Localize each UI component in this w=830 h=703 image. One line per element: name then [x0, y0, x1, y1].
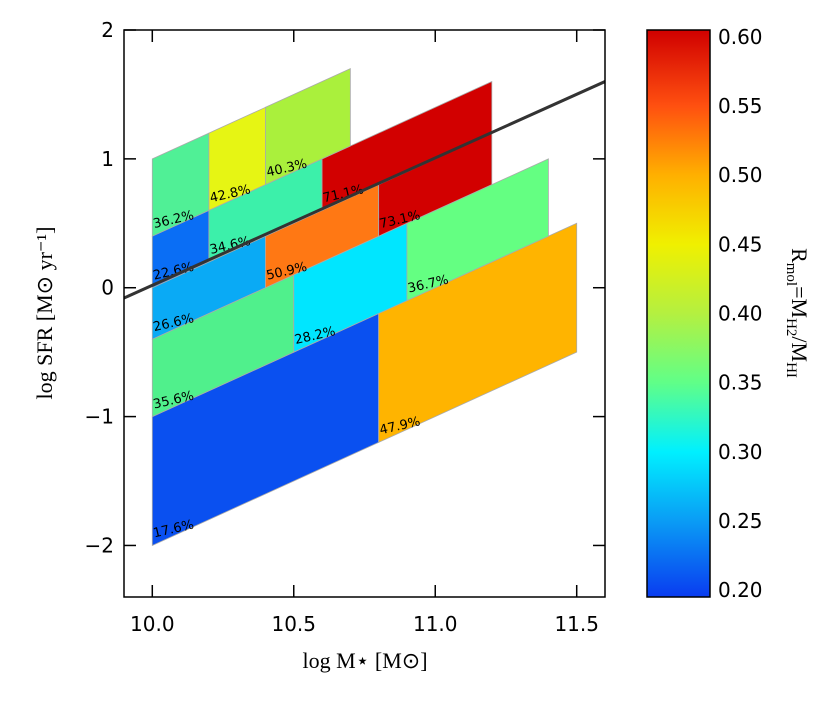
colorbar [646, 29, 711, 598]
cell [378, 222, 578, 443]
y-tick-label: 0 [101, 276, 114, 300]
colorbar-tick-label: 0.50 [718, 163, 763, 187]
colorbar-tick-label: 0.55 [718, 94, 763, 118]
colorbar-tick-label: 0.35 [718, 371, 763, 395]
x-tick-label: 10.5 [271, 612, 316, 636]
colorbar-tick-label: 0.60 [718, 25, 763, 49]
colorbar-label-part: R [787, 248, 812, 263]
x-axis-label: log M⋆ [M⊙] [302, 648, 427, 673]
x-tick-label: 11.0 [413, 612, 458, 636]
y-tick-label: 1 [101, 147, 114, 171]
cell [406, 158, 549, 302]
cell [265, 68, 351, 186]
colorbar-tick-label: 0.25 [718, 509, 763, 533]
y-tick-label: −2 [85, 533, 114, 557]
colorbar-tick-label: 0.40 [718, 302, 763, 326]
trend-line [124, 80, 605, 300]
y-tick-label: 2 [101, 18, 114, 42]
colorbar-label-part: HI [783, 362, 799, 378]
colorbar-label-part: =M [787, 286, 812, 318]
colorbar-label-part: H2 [783, 318, 799, 336]
colorbar-tick-label: 0.30 [718, 440, 763, 464]
colorbar-tick-label: 0.45 [718, 232, 763, 256]
x-tick-label: 10.0 [130, 612, 175, 636]
colorbar-label: Rmol=MH2/MHI [783, 248, 812, 378]
colorbar-label-part: mol [783, 263, 799, 286]
colorbar-label-part: /M [787, 336, 812, 362]
y-axis-label: log SFR [M⊙ yr⁻¹] [32, 227, 57, 400]
y-tick-label: −1 [85, 405, 114, 429]
plot-frame [123, 29, 606, 598]
x-tick-label: 11.5 [554, 612, 599, 636]
colorbar-tick-label: 0.20 [718, 578, 763, 602]
